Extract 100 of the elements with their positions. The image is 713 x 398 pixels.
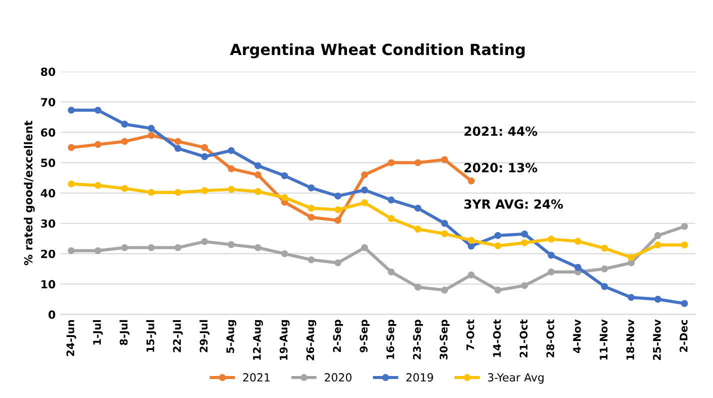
point (654, 232, 662, 239)
point (494, 242, 502, 250)
point (628, 254, 635, 261)
point (681, 300, 688, 307)
point (281, 172, 288, 180)
x-tick-label: 15-Jul (146, 320, 156, 352)
point (148, 188, 155, 196)
point (281, 250, 288, 258)
point (94, 182, 102, 189)
legend-label: 3-Year Avg (488, 373, 544, 384)
point (388, 196, 395, 204)
point (361, 199, 368, 206)
point (468, 236, 475, 244)
x-tick-label: 12-Aug (252, 320, 263, 360)
point (521, 239, 528, 246)
point (601, 244, 608, 252)
point (121, 120, 128, 128)
y-tick-label: 50 (41, 158, 56, 168)
y-tick-label: 80 (40, 68, 56, 76)
legend-label: 2020 (324, 373, 352, 382)
point (228, 241, 235, 248)
x-tick-label: 16-Sep (386, 320, 396, 359)
point (201, 144, 208, 151)
y-tick-label: 60 (40, 128, 56, 137)
point (388, 268, 395, 276)
point (574, 264, 582, 271)
x-tick-label: 5-Aug (226, 320, 236, 353)
y-axis-title: % rated good/excellent (24, 120, 35, 266)
legend-label: 2019 (406, 373, 434, 382)
point (441, 156, 448, 164)
point (628, 294, 635, 301)
x-tick-label: 18-Nov (626, 319, 634, 360)
legend-label: 2021 (243, 373, 270, 382)
point (121, 138, 128, 145)
y-tick-label: 30 (41, 219, 56, 228)
x-tick-label: 21-Oct (520, 320, 528, 358)
point (68, 180, 75, 188)
x-tick-label: 29-Jul (200, 320, 210, 352)
point (201, 238, 208, 246)
x-tick-label: 7-Oct (466, 320, 474, 350)
point (308, 214, 315, 221)
x-tick-label: 19-Aug (280, 320, 290, 360)
point (201, 187, 208, 194)
point (148, 244, 155, 252)
point (148, 124, 155, 132)
point (308, 256, 315, 264)
x-tick-label: 2-Sep (333, 320, 343, 352)
y-tick-label: 40 (40, 189, 56, 198)
point (388, 159, 395, 166)
point (441, 220, 448, 227)
x-tick-label: 22-Jul (172, 320, 183, 352)
y-tick-label: 70 (41, 98, 56, 106)
point (68, 247, 75, 254)
point (228, 165, 235, 172)
point (174, 138, 182, 145)
point (441, 286, 448, 294)
point (281, 194, 288, 202)
point (494, 286, 502, 294)
point (94, 106, 102, 114)
point (361, 171, 368, 178)
point (414, 159, 422, 166)
point (308, 204, 315, 212)
y-tick-label: 20 (41, 250, 56, 258)
point (548, 268, 555, 276)
point (414, 284, 422, 291)
point (308, 184, 315, 192)
annotation: 3YR AVG: 24% (464, 199, 563, 209)
point (521, 282, 528, 290)
point (254, 188, 262, 195)
annotation: 2020: 13% (464, 162, 538, 172)
x-tick-label: 25-Nov (652, 319, 661, 360)
point (148, 132, 155, 139)
annotation: 2021: 44% (464, 126, 538, 136)
point (494, 232, 502, 239)
point (334, 216, 342, 224)
x-tick-label: 14-Oct (493, 320, 501, 357)
chart-title: Argentina Wheat Condition Rating (230, 43, 525, 58)
x-tick-label: 2-Dec (680, 320, 688, 352)
point (254, 162, 262, 170)
point (334, 259, 342, 266)
point (121, 244, 128, 252)
point (468, 242, 475, 250)
point (174, 244, 182, 252)
point (468, 177, 475, 184)
point (94, 247, 102, 254)
x-tick-label: 26-Aug (306, 320, 316, 360)
point (201, 153, 208, 160)
point (414, 226, 422, 233)
x-tick-label: 23-Sep (413, 320, 423, 360)
point (174, 144, 182, 152)
x-tick-label: 30-Sep (440, 320, 450, 360)
point (574, 238, 582, 245)
point (228, 147, 235, 154)
point (654, 241, 662, 248)
point (121, 185, 128, 192)
y-tick-label: 0 (48, 310, 56, 319)
point (361, 244, 368, 252)
x-tick-label: 9-Sep (360, 320, 370, 352)
point (174, 188, 182, 196)
point (548, 236, 555, 243)
